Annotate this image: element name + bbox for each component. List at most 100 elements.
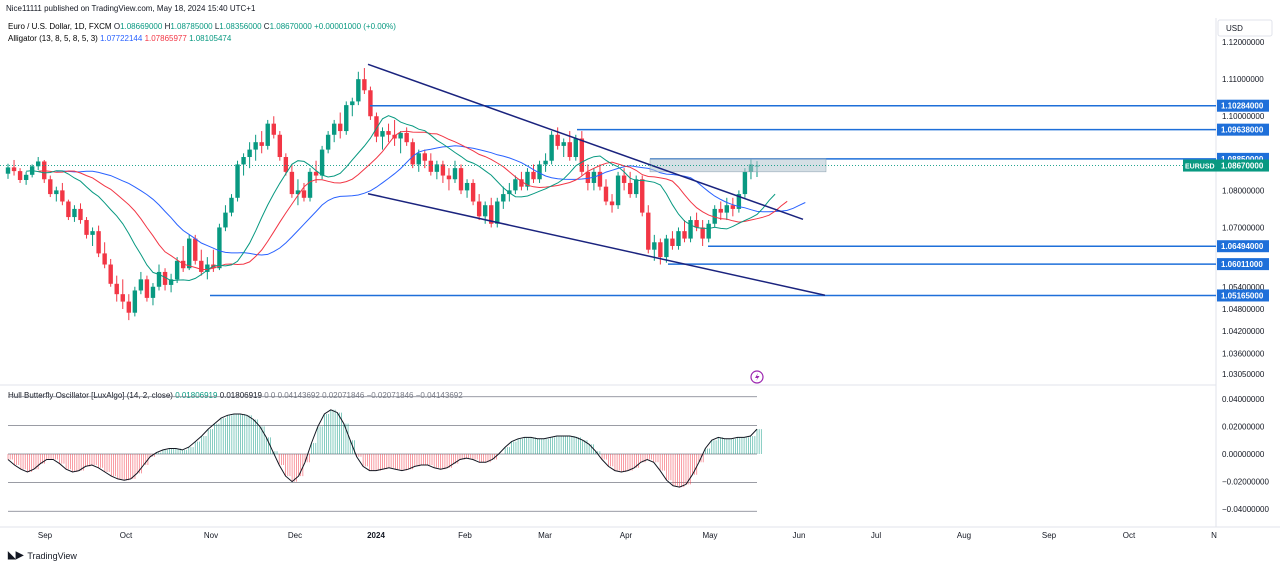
candle <box>229 194 234 217</box>
time-tick-label: Jun <box>793 531 806 540</box>
candle <box>205 257 210 280</box>
price-tick-label: 1.04200000 <box>1222 327 1265 336</box>
candle <box>603 179 609 206</box>
time-tick-label: Nov <box>204 531 218 540</box>
candle <box>664 234 669 263</box>
candle <box>132 286 138 317</box>
symbol-badge-label: EURUSD <box>1185 164 1215 171</box>
candle <box>108 258 113 287</box>
change-value: +0.00001000 (+0.00%) <box>314 22 396 31</box>
candle <box>271 116 276 139</box>
alligator-teeth-line <box>38 130 788 271</box>
candle <box>356 71 361 106</box>
time-tick-label: Jul <box>871 531 881 540</box>
candle <box>48 175 53 198</box>
high-label: H <box>164 22 171 31</box>
candle <box>549 131 554 165</box>
current-price-label: 1.08670000 <box>1221 162 1264 171</box>
candle <box>247 142 252 169</box>
candle <box>440 160 446 183</box>
candle <box>144 275 150 302</box>
candle <box>688 216 693 243</box>
candle <box>235 160 240 202</box>
symbol-badge <box>1183 159 1217 172</box>
candle <box>537 160 542 183</box>
candle <box>344 101 349 135</box>
candle <box>555 127 560 150</box>
candle <box>54 186 59 202</box>
candle <box>410 138 415 169</box>
alligator-lips-line <box>26 115 776 282</box>
candle <box>5 163 11 179</box>
level-price-label: 1.05165000 <box>1221 291 1264 300</box>
price-tick-label: 1.04800000 <box>1222 305 1265 314</box>
lower-trendline[interactable] <box>367 192 826 297</box>
candle <box>331 119 337 143</box>
candle <box>114 275 119 302</box>
candle <box>253 134 258 161</box>
upper-trendline[interactable] <box>367 63 804 221</box>
candle <box>398 131 403 154</box>
lightning-icon[interactable] <box>750 370 764 384</box>
price-tick-label: 1.11000000 <box>1222 75 1264 84</box>
candle <box>223 205 228 232</box>
alligator-teeth-value: 1.07865977 <box>144 34 187 43</box>
candle <box>501 186 506 209</box>
currency-box <box>1217 19 1273 37</box>
candle <box>646 205 651 254</box>
level-price-badge <box>1217 99 1269 112</box>
price-tick-label: 1.05400000 <box>1222 283 1265 292</box>
time-tick-label: Apr <box>620 531 633 540</box>
time-tick-label: Sep <box>38 531 53 540</box>
currency-label[interactable]: USD <box>1226 24 1243 33</box>
brand-name: TradingView <box>27 550 77 561</box>
candle <box>404 127 409 146</box>
time-tick-label: Aug <box>957 531 971 540</box>
candle <box>102 242 107 269</box>
price-tick-label: 1.08000000 <box>1222 186 1265 195</box>
hull-v8: −0.04143692 <box>415 391 463 400</box>
tradingview-logo-icon: ◣▶ <box>8 550 24 561</box>
candle <box>392 119 397 146</box>
oscillator-line <box>7 409 758 488</box>
candle <box>180 245 186 272</box>
price-tick-label: 1.03050000 <box>1222 370 1265 379</box>
candle <box>416 149 421 172</box>
level-price-label: 1.09638000 <box>1221 126 1264 135</box>
candle <box>706 220 711 243</box>
published-caption: Nice11111 published on TradingView.com, … <box>6 4 256 13</box>
low-value: 1.08356000 <box>219 22 262 31</box>
candle <box>350 97 355 117</box>
candle <box>682 220 687 243</box>
candle <box>11 159 17 176</box>
candle <box>338 112 343 139</box>
time-tick-label: Oct <box>120 531 133 540</box>
candle <box>513 175 518 195</box>
candle <box>676 227 681 250</box>
candle <box>579 131 585 176</box>
price-tick-label: 1.07000000 <box>1222 223 1265 232</box>
candle <box>126 294 132 321</box>
candle <box>241 153 246 176</box>
price-tick-label: 1.12000000 <box>1222 38 1265 47</box>
candle <box>609 194 615 213</box>
time-tick-label: Mar <box>538 531 552 540</box>
level-price-badge <box>1217 258 1269 271</box>
alligator-lips-value: 1.08105474 <box>189 34 232 43</box>
candle <box>561 138 566 158</box>
candle <box>90 227 95 246</box>
candle <box>658 238 663 265</box>
candle <box>489 197 494 228</box>
candle <box>96 225 101 258</box>
candle <box>736 190 742 213</box>
candle <box>84 217 89 239</box>
open-label: O <box>113 22 121 31</box>
candle <box>187 234 192 271</box>
candle <box>718 201 723 221</box>
candle <box>428 153 434 176</box>
candle <box>162 268 168 291</box>
symbol-legend: Euro / U.S. Dollar, 1D, FXCM O1.08669000… <box>8 22 396 31</box>
candle <box>652 234 657 261</box>
level-price-label: 1.10284000 <box>1221 102 1264 111</box>
